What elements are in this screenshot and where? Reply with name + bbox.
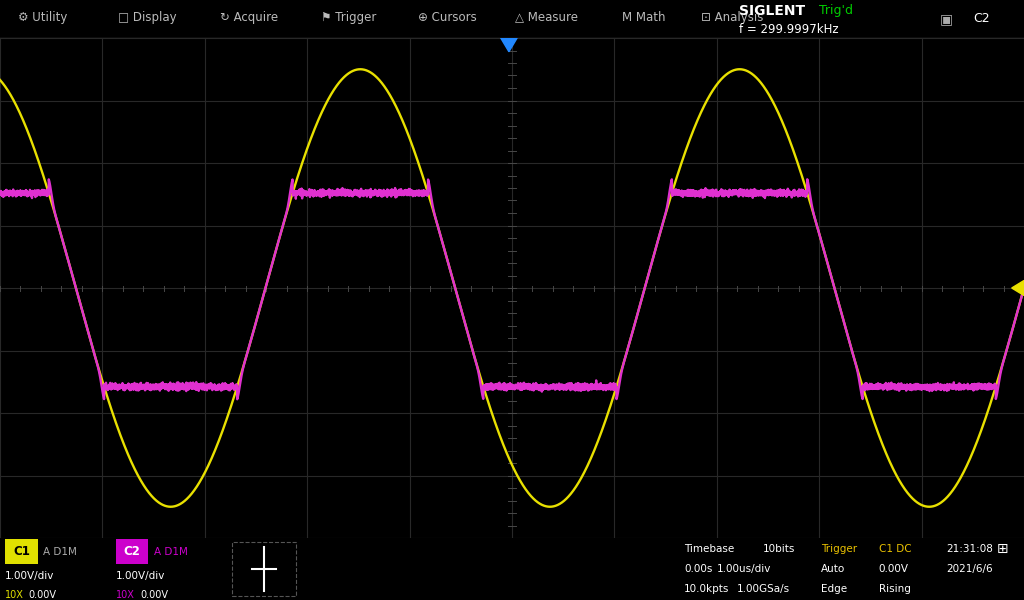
- Text: A D1M: A D1M: [43, 547, 77, 557]
- Text: C1 DC: C1 DC: [879, 544, 911, 554]
- Text: 10.0kpts: 10.0kpts: [684, 584, 729, 594]
- Text: ⚙ Utility: ⚙ Utility: [18, 11, 68, 23]
- Text: □ Display: □ Display: [118, 11, 176, 23]
- Bar: [5, 539, 38, 564]
- Text: 1.00V/div: 1.00V/div: [5, 571, 54, 581]
- Text: Trigger: Trigger: [821, 544, 857, 554]
- Text: 0.00V: 0.00V: [140, 590, 168, 600]
- Text: 0.00V: 0.00V: [879, 564, 908, 574]
- Text: 1.00V/div: 1.00V/div: [116, 571, 165, 581]
- Text: 21:31:08: 21:31:08: [946, 544, 993, 554]
- Text: 0.00V: 0.00V: [29, 590, 56, 600]
- Text: ↻ Acquire: ↻ Acquire: [220, 11, 279, 23]
- Text: ▣: ▣: [940, 12, 952, 26]
- Text: f = 299.9997kHz: f = 299.9997kHz: [739, 23, 839, 36]
- Text: C1: C1: [13, 545, 30, 558]
- Text: 0.00s: 0.00s: [684, 564, 713, 574]
- Text: Trig'd: Trig'd: [819, 4, 853, 17]
- Text: ⚑ Trigger: ⚑ Trigger: [321, 11, 376, 23]
- Text: Rising: Rising: [879, 584, 910, 594]
- Text: SIGLENT: SIGLENT: [739, 4, 806, 17]
- Polygon shape: [501, 38, 517, 52]
- Text: ⊡ Analysis: ⊡ Analysis: [701, 11, 764, 23]
- Text: ⊞: ⊞: [997, 542, 1009, 556]
- Text: 10bits: 10bits: [763, 544, 796, 554]
- Text: 1.00us/div: 1.00us/div: [717, 564, 771, 574]
- Bar: [232, 542, 296, 596]
- Text: Timebase: Timebase: [684, 544, 734, 554]
- Polygon shape: [1012, 280, 1024, 295]
- Text: C2: C2: [973, 13, 989, 25]
- Text: 10X: 10X: [116, 590, 134, 600]
- Text: △ Measure: △ Measure: [515, 11, 579, 23]
- Text: C2: C2: [124, 545, 140, 558]
- Text: Auto: Auto: [821, 564, 846, 574]
- Text: A D1M: A D1M: [154, 547, 187, 557]
- Text: M Math: M Math: [622, 11, 665, 23]
- Text: 1.00GSa/s: 1.00GSa/s: [737, 584, 791, 594]
- Text: 2021/6/6: 2021/6/6: [946, 564, 993, 574]
- Text: ⊕ Cursors: ⊕ Cursors: [418, 11, 476, 23]
- Bar: [116, 539, 148, 564]
- Text: Edge: Edge: [821, 584, 848, 594]
- Text: 10X: 10X: [5, 590, 24, 600]
